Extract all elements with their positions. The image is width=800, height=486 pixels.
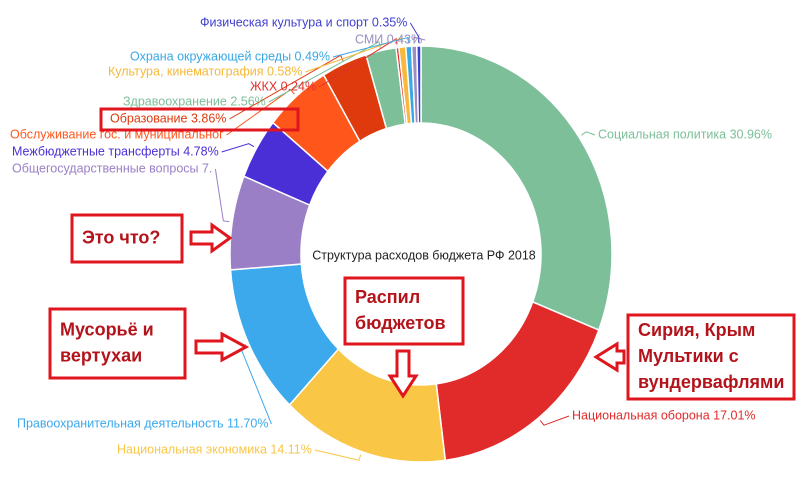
data-label: Правоохранительная деятельность 11.70%	[17, 416, 268, 430]
leader-line	[409, 22, 420, 44]
leader-line	[226, 88, 295, 136]
annotation-text: вундервафлями	[638, 372, 784, 392]
arrow	[189, 222, 233, 254]
annotation-text: Мультики с	[638, 346, 739, 366]
segment	[420, 45, 613, 332]
arrow	[194, 331, 250, 363]
leader-line	[581, 131, 596, 136]
annotation-text: Сирия, Крым	[638, 320, 755, 340]
annotation-box	[70, 213, 184, 264]
highlight-box	[99, 107, 300, 132]
chart-title: Структура расходов бюджета РФ 2018	[312, 248, 536, 262]
leader-line	[221, 143, 255, 153]
data-label: Межбюджетные трансферты 4.78%	[12, 144, 219, 158]
data-label: Здравоохранение 2.56%	[123, 94, 266, 108]
data-label: Национальная экономика 14.11%	[117, 442, 312, 456]
leader-line	[214, 168, 230, 223]
donut	[229, 45, 613, 463]
leader-line	[318, 37, 398, 88]
annotation-text: бюджетов	[355, 313, 446, 333]
annotations: Это что? Мусорьё и вертухаи Распил бюджетов С…	[48, 213, 796, 401]
annotation-box	[48, 307, 187, 380]
arrows	[189, 222, 626, 399]
data-label: Охрана окружающей среды 0.49%	[130, 49, 330, 63]
segment	[416, 45, 422, 124]
data-label: Социальная политика 30.96%	[598, 127, 772, 141]
leader-line	[413, 36, 426, 44]
data-label: ЖКХ 0.24%	[250, 79, 316, 93]
annotation-text: Это что?	[82, 227, 160, 247]
data-label: Физическая культура и спорт 0.35%	[200, 15, 407, 29]
data-label: Общегосударственные вопросы 7.	[12, 161, 212, 175]
leader-line	[305, 37, 403, 73]
annotation-text: Распил	[355, 287, 420, 307]
data-label: Национальная оборона 17.01%	[572, 408, 756, 422]
annotation-box	[343, 276, 465, 346]
arrow	[387, 349, 419, 399]
annotation-text: вертухаи	[60, 345, 142, 365]
data-label: Культура, кинематография 0.58%	[108, 64, 302, 78]
annotation-box	[626, 313, 796, 401]
annotation-text: Мусорьё и	[60, 319, 154, 339]
leader-line	[539, 415, 570, 426]
data-label: СМИ 0.43%	[355, 32, 422, 46]
leader-line	[314, 449, 362, 461]
data-label: Образование 3.86%	[110, 111, 226, 125]
arrow	[593, 341, 626, 373]
leader-line	[332, 36, 410, 58]
